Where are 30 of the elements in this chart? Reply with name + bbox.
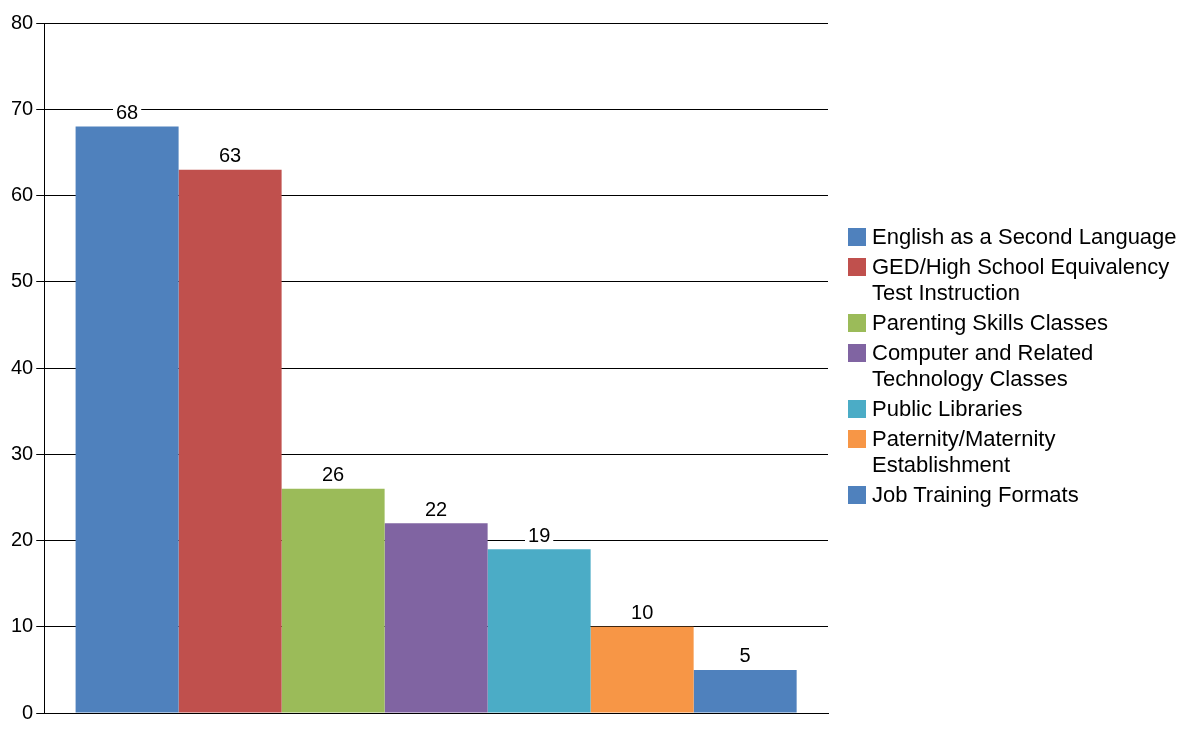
data-label: 10 bbox=[631, 601, 654, 624]
legend-label: Computer and Related Technology Classes bbox=[872, 340, 1095, 392]
data-label: 68 bbox=[115, 101, 139, 124]
bar bbox=[384, 523, 488, 713]
legend-label: Paternity/Maternity Establishment bbox=[872, 426, 1057, 478]
legend-label: GED/High School Equivalency Test Instruction bbox=[872, 254, 1171, 306]
data-label: 26 bbox=[321, 463, 345, 486]
data-label: 19 bbox=[528, 523, 551, 546]
data-label: 5 bbox=[739, 644, 751, 667]
bar bbox=[281, 488, 385, 713]
y-tick-label: 10 bbox=[11, 614, 34, 637]
legend-label: Public Libraries bbox=[872, 396, 1023, 422]
bar bbox=[590, 626, 694, 713]
data-label: 22 bbox=[425, 497, 448, 520]
bar bbox=[487, 549, 591, 713]
data-label: 63 bbox=[218, 144, 242, 167]
y-tick-label: 50 bbox=[11, 269, 34, 292]
legend-label: English as a Second Language bbox=[872, 224, 1177, 250]
y-tick-label: 80 bbox=[11, 10, 34, 33]
y-tick-label: 60 bbox=[11, 183, 34, 206]
y-tick-label: 20 bbox=[11, 528, 34, 551]
bar bbox=[178, 169, 282, 713]
legend-label: Job Training Formats bbox=[872, 482, 1079, 508]
y-tick-label: 70 bbox=[11, 96, 34, 119]
legend-label: Parenting Skills Classes bbox=[872, 310, 1108, 336]
y-tick-label: 40 bbox=[11, 355, 34, 378]
bar bbox=[693, 669, 797, 713]
y-tick-label: 0 bbox=[22, 700, 34, 723]
bar bbox=[75, 126, 179, 713]
y-tick-label: 30 bbox=[11, 441, 34, 464]
